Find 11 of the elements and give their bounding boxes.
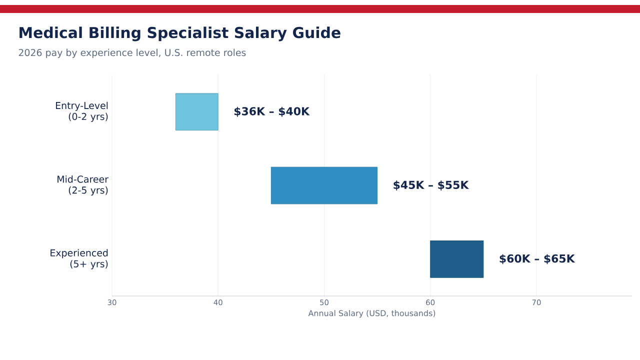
annotation: $36K – $40K (234, 106, 310, 117)
bar (270, 166, 378, 204)
y-tick-label: Entry-Level (0-2 yrs) (56, 102, 108, 122)
chart-title: Medical Billing Specialist Salary Guide (20, 26, 340, 42)
annotation: $45K – $55K (394, 180, 470, 190)
y-tick-label: Experienced (5+ yrs) (50, 249, 108, 270)
chart-subtitle: 2026 pay by experience level, U.S. remote roles (18, 48, 246, 58)
y-tick-label: Mid-Career (2-5 yrs) (58, 175, 108, 196)
bar (430, 240, 484, 278)
annotation: $60K – $65K (500, 254, 576, 264)
bar (175, 93, 218, 130)
